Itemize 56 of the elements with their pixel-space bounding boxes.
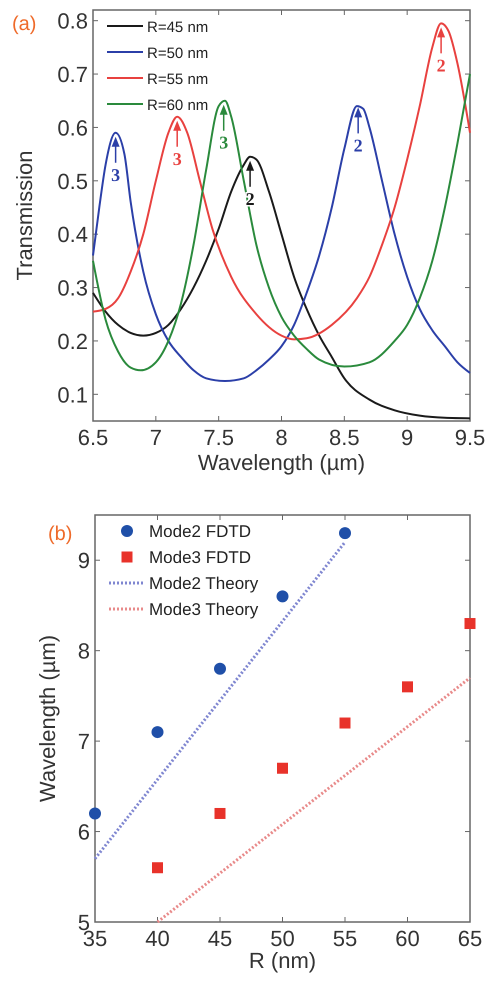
x-axis-title: Wavelength (µm) <box>198 450 366 475</box>
legend-label: R=60 nm <box>147 97 208 114</box>
x-tick-label: 65 <box>458 926 482 951</box>
point <box>339 527 351 540</box>
line-series <box>92 22 471 340</box>
annotation: 3 <box>172 148 182 169</box>
y-tick-label: 0.8 <box>57 8 88 34</box>
point <box>214 808 226 819</box>
annotation: 2 <box>354 135 363 156</box>
point <box>276 590 288 602</box>
point <box>340 718 350 729</box>
legend-label: Mode2 Theory <box>149 574 259 593</box>
y-tick-label: 7 <box>78 729 90 754</box>
y-axis-title: Transmission <box>12 150 37 280</box>
annotation: 3 <box>111 164 120 185</box>
x-tick-label: 40 <box>145 926 170 951</box>
y-tick-label: 0.2 <box>57 328 88 354</box>
y-tick-label: 0.6 <box>57 115 88 140</box>
y-tick-label: 8 <box>78 638 90 664</box>
y-tick-label: 0.1 <box>57 382 88 408</box>
point <box>464 618 476 630</box>
y-axis-title: Wavelength (µm) <box>35 634 60 802</box>
point <box>152 726 164 738</box>
text: (a) <box>12 13 36 35</box>
y-tick-label: 9 <box>78 548 90 574</box>
y-tick-label: 0.4 <box>57 222 88 248</box>
text: (b) <box>48 523 72 545</box>
legend-label: Mode2 FDTD <box>149 522 252 541</box>
y-tick-label: 0.5 <box>57 168 88 194</box>
annotation: 3 <box>219 132 228 153</box>
point <box>152 862 163 874</box>
annotation: 2 <box>436 55 446 76</box>
x-tick-label: 9 <box>401 425 414 450</box>
legend-label: Mode3 Theory <box>149 600 259 619</box>
y-tick-label: 0.3 <box>57 276 88 301</box>
x-tick-label: 7 <box>150 425 162 450</box>
x-tick-label: 8.5 <box>329 425 360 450</box>
x-tick-label: 7.5 <box>203 425 234 450</box>
x-tick-label: 9.5 <box>454 425 486 450</box>
point <box>214 662 226 675</box>
x-tick-label: 55 <box>332 926 358 951</box>
x-tick-label: 45 <box>208 926 232 951</box>
legend-label: R=55 nm <box>147 71 208 88</box>
x-tick-label: 8 <box>275 425 288 450</box>
point <box>402 681 413 692</box>
legend-label: R=50 nm <box>147 45 208 62</box>
y-tick-label: 6 <box>78 820 90 845</box>
legend-label: R=45 nm <box>147 19 208 36</box>
y-tick-label: 0.7 <box>57 62 88 88</box>
x-tick-label: 60 <box>395 926 420 951</box>
point <box>277 762 288 774</box>
x-tick-label: 50 <box>270 926 295 951</box>
x-tick-label: 6.5 <box>78 425 108 450</box>
point <box>89 807 101 820</box>
legend-label: Mode3 FDTD <box>149 548 252 567</box>
x-axis-title: R (nm) <box>248 948 316 973</box>
